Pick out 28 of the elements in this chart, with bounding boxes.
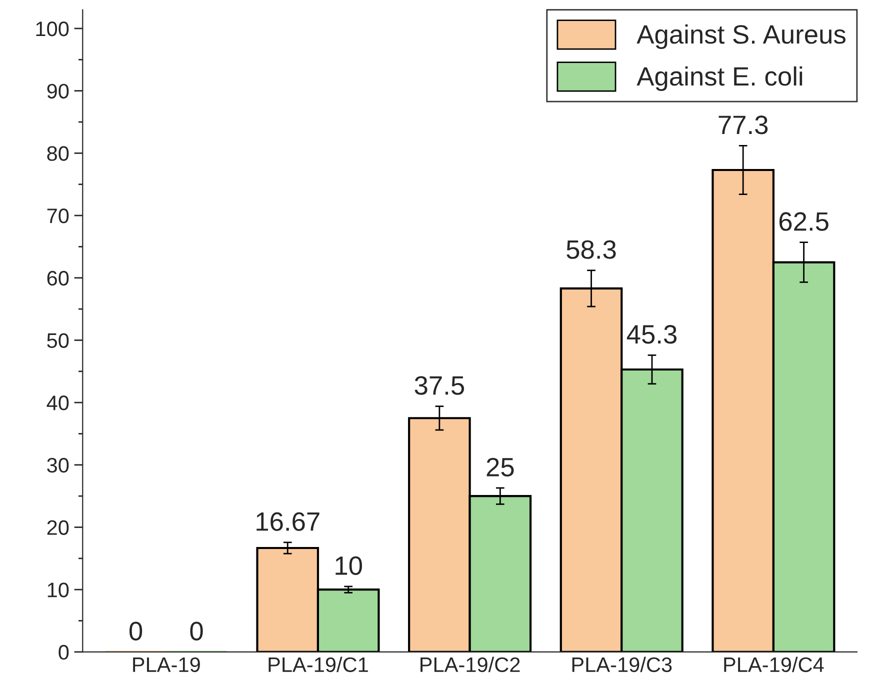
y-tick-label: 30 [47, 458, 69, 473]
data-label: 45.3 [626, 325, 677, 344]
y-tick-label: 50 [47, 333, 69, 348]
x-tick-label: PLA-19/C4 [724, 656, 824, 672]
legend-label: Against S. Aureus [636, 24, 846, 50]
x-tick-label: PLA-19 [133, 657, 200, 672]
y-tick-label: 0 [58, 644, 69, 660]
y-tick-label: 60 [47, 270, 69, 286]
data-label: 0 [190, 622, 203, 640]
y-tick-label: 80 [47, 146, 69, 161]
x-tick-label: PLA-19/C1 [268, 656, 368, 672]
data-label: 77.3 [718, 116, 768, 134]
x-tick-label: PLA-19/C3 [572, 656, 672, 672]
y-tick-label: 100 [36, 21, 69, 36]
data-label: 58.3 [566, 240, 616, 259]
y-tick-label: 40 [46, 396, 69, 410]
data-label: 37.5 [414, 376, 464, 395]
data-label: 16.67 [256, 512, 320, 531]
y-tick-label: 20 [47, 520, 69, 535]
legend-label: Against E. coli [636, 66, 802, 91]
y-tick-label: 70 [47, 208, 69, 224]
data-label: 0 [129, 622, 142, 640]
data-label: 62.5 [779, 212, 828, 231]
data-label: 25 [486, 458, 514, 477]
x-tick-label: PLA-19/C2 [420, 656, 520, 672]
y-tick-label: 90 [47, 84, 69, 99]
data-label: 10 [336, 556, 362, 576]
y-tick-label: 10 [48, 582, 69, 598]
